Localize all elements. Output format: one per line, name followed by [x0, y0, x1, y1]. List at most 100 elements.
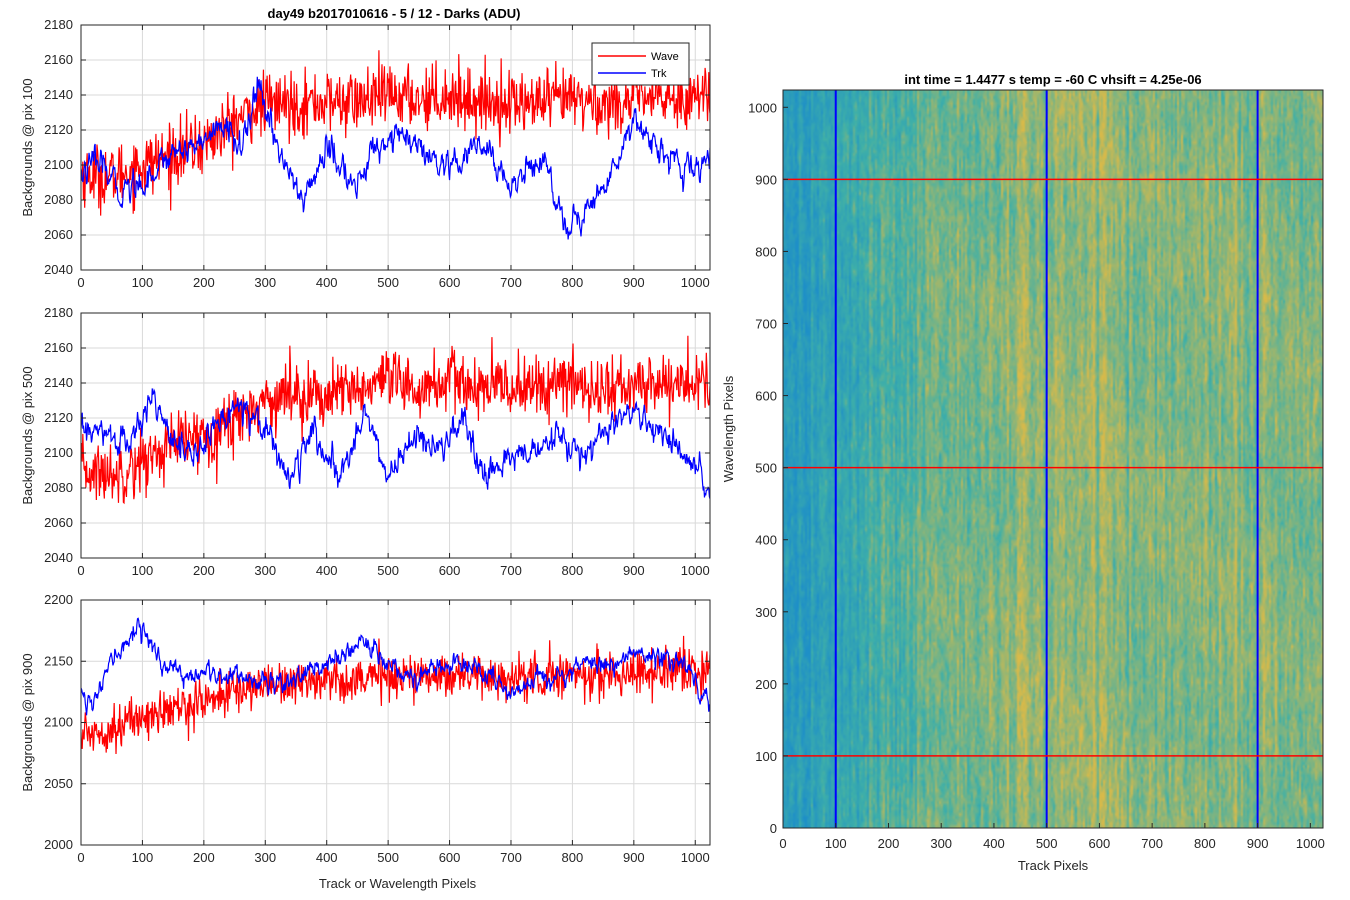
- y-tick-label: 2040: [44, 550, 73, 565]
- y-tick-label: 900: [755, 172, 777, 187]
- y-tick-label: 2160: [44, 52, 73, 67]
- x-tick-label: 0: [77, 275, 84, 290]
- y-tick-label: 2100: [44, 157, 73, 172]
- y-tick-label: 2050: [44, 776, 73, 791]
- y-tick-label: 1000: [748, 100, 777, 115]
- y-tick-label: 400: [755, 533, 777, 548]
- x-tick-label: 0: [77, 563, 84, 578]
- x-tick-label: 700: [1141, 836, 1163, 851]
- series-line-wave: [81, 335, 710, 505]
- series-line-wave: [81, 635, 710, 755]
- x-tick-label: 900: [623, 563, 645, 578]
- y-axis-label: Backgrounds @ pix 500: [20, 366, 35, 504]
- heatmap-title: int time = 1.4477 s temp = -60 C vhsift …: [904, 72, 1201, 87]
- line-plot-pix-500: 0 100 200 300 400 500 600 700 800 900 1000 2040 2060…: [20, 305, 711, 578]
- x-tick-label: 500: [1036, 836, 1058, 851]
- y-axis-label: Backgrounds @ pix 900: [20, 653, 35, 791]
- legend-box: [591, 42, 690, 86]
- y-tick-label: 2060: [44, 227, 73, 242]
- x-tick-label: 900: [623, 275, 645, 290]
- x-tick-label: 800: [562, 850, 584, 865]
- series-line-trk: [81, 388, 710, 500]
- x-tick-label: 200: [878, 836, 900, 851]
- x-tick-label: 400: [316, 563, 338, 578]
- x-axis-label: Track or Wavelength Pixels: [319, 876, 477, 891]
- y-axis-label: Wavelength Pixels: [721, 375, 736, 482]
- x-tick-label: 400: [983, 836, 1005, 851]
- heatmap-plot: int time = 1.4477 s temp = -60 C vhsift …: [721, 72, 1325, 873]
- y-tick-label: 2040: [44, 262, 73, 277]
- y-tick-label: 300: [755, 605, 777, 620]
- x-tick-label: 700: [500, 850, 522, 865]
- y-tick-label: 800: [755, 244, 777, 259]
- x-tick-label: 800: [562, 275, 584, 290]
- x-tick-label: 400: [316, 275, 338, 290]
- x-tick-label: 900: [623, 850, 645, 865]
- y-tick-label: 2200: [44, 592, 73, 607]
- line-plot-pix-100: 0 100 200 300 400 500 600 700 800 900 1000 2040 2060…: [20, 17, 711, 290]
- y-tick-label: 0: [770, 821, 777, 836]
- x-tick-label: 100: [132, 275, 154, 290]
- x-tick-label: 700: [500, 275, 522, 290]
- y-tick-label: 2120: [44, 410, 73, 425]
- y-tick-label: 700: [755, 317, 777, 332]
- x-tick-label: 600: [1089, 836, 1111, 851]
- figure-title: day49 b2017010616 - 5 / 12 - Darks (ADU): [268, 6, 521, 21]
- x-tick-label: 300: [254, 275, 276, 290]
- x-axis-label: Track Pixels: [1018, 858, 1089, 873]
- x-tick-label: 0: [77, 850, 84, 865]
- y-tick-label: 500: [755, 461, 777, 476]
- y-tick-label: 2000: [44, 837, 73, 852]
- x-tick-label: 600: [439, 850, 461, 865]
- x-tick-label: 100: [132, 563, 154, 578]
- x-tick-label: 500: [377, 563, 399, 578]
- axes-box: [80, 24, 711, 271]
- x-tick-label: 600: [439, 275, 461, 290]
- heatmap-axes-box: [782, 89, 1324, 829]
- y-tick-label: 2140: [44, 375, 73, 390]
- y-tick-label: 100: [755, 749, 777, 764]
- y-tick-label: 2060: [44, 515, 73, 530]
- y-tick-label: 2080: [44, 192, 73, 207]
- line-plot-pix-900: 0 100 200 300 400 500 600 700 800 900 1000 2000 2050…: [20, 592, 711, 891]
- y-tick-label: 2150: [44, 653, 73, 668]
- y-tick-label: 2140: [44, 87, 73, 102]
- series-line-trk: [81, 617, 710, 716]
- x-tick-label: 500: [377, 850, 399, 865]
- series-line-trk: [81, 76, 710, 240]
- x-tick-label: 800: [562, 563, 584, 578]
- x-tick-label: 1000: [1296, 836, 1325, 851]
- y-tick-label: 2100: [44, 715, 73, 730]
- x-tick-label: 300: [254, 563, 276, 578]
- x-tick-label: 100: [132, 850, 154, 865]
- y-tick-label: 2180: [44, 305, 73, 320]
- y-axis-label: Backgrounds @ pix 100: [20, 78, 35, 216]
- y-tick-label: 2180: [44, 17, 73, 32]
- y-tick-label: 200: [755, 677, 777, 692]
- x-tick-label: 300: [254, 850, 276, 865]
- x-tick-label: 900: [1247, 836, 1269, 851]
- x-tick-label: 1000: [681, 563, 710, 578]
- y-tick-label: 2100: [44, 445, 73, 460]
- y-tick-label: 2080: [44, 480, 73, 495]
- y-tick-label: 2160: [44, 340, 73, 355]
- x-tick-label: 300: [930, 836, 952, 851]
- y-tick-label: 2120: [44, 122, 73, 137]
- x-tick-label: 1000: [681, 850, 710, 865]
- x-tick-label: 700: [500, 563, 522, 578]
- x-tick-label: 600: [439, 563, 461, 578]
- y-tick-label: 600: [755, 389, 777, 404]
- x-tick-label: 500: [377, 275, 399, 290]
- x-tick-label: 100: [825, 836, 847, 851]
- legend-label-wave: Wave: [651, 51, 679, 63]
- axes-box: [80, 312, 711, 559]
- x-tick-label: 200: [193, 275, 215, 290]
- x-tick-label: 1000: [681, 275, 710, 290]
- x-tick-label: 0: [779, 836, 786, 851]
- plot-area: [81, 313, 710, 558]
- x-tick-label: 200: [193, 563, 215, 578]
- x-tick-label: 800: [1194, 836, 1216, 851]
- x-tick-label: 200: [193, 850, 215, 865]
- legend-label-trk: Trk: [651, 68, 667, 80]
